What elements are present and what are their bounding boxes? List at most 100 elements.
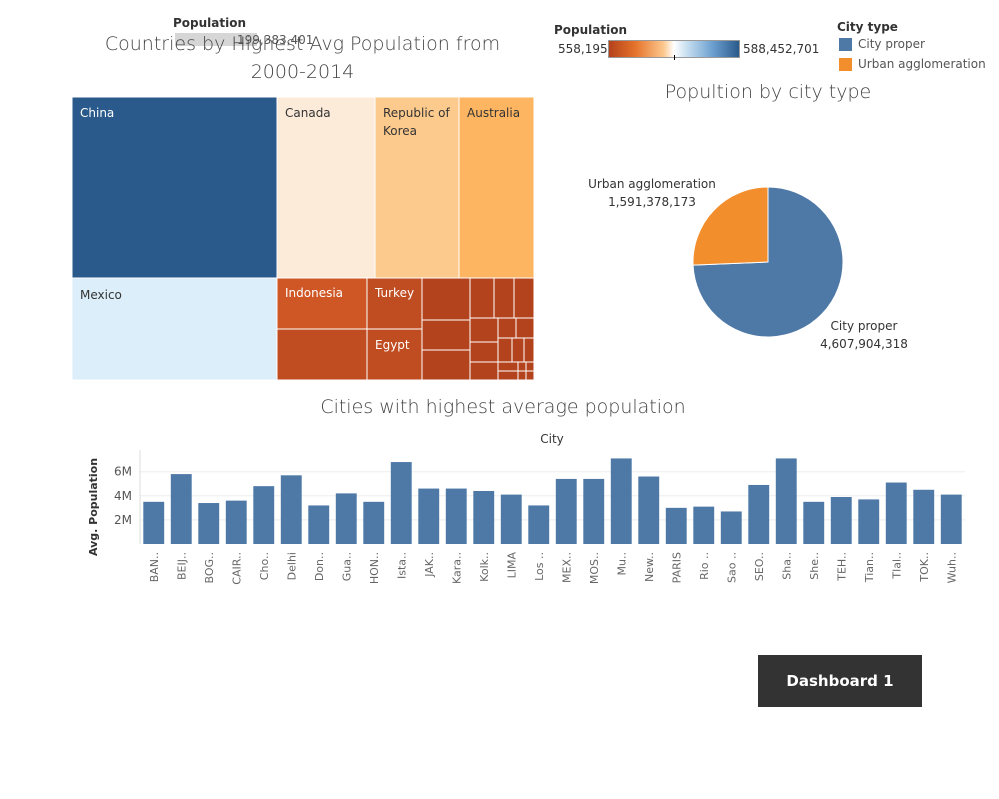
pie-slice-city-proper[interactable]: [692, 186, 844, 338]
bar-title: Cities with highest average population: [320, 396, 686, 418]
legend-label-urban-agglomeration: Urban agglomeration: [858, 57, 986, 71]
treemap-cell-other[interactable]: [421, 277, 471, 321]
treemap-cell-other[interactable]: [497, 337, 513, 363]
treemap-label-australia: Australia: [467, 106, 520, 120]
city-type-legend-title: City type: [837, 20, 898, 34]
treemap-label-republic-of-korea: Republic of: [383, 106, 450, 120]
bar-x-tick-label: Delhi: [285, 552, 298, 580]
legend-item-urban-agglomeration[interactable]: Urban agglomeration: [839, 57, 986, 71]
bar-x-tick-label: Tian..: [863, 552, 876, 583]
treemap: China Canada Republic of Korea Australia Mexi…: [72, 97, 534, 380]
treemap-cell-other[interactable]: [525, 370, 534, 380]
bar-x-tick-label: Kara..: [450, 552, 463, 584]
bar-x-tick-label: SEO..: [753, 552, 766, 581]
bar[interactable]: [418, 488, 440, 544]
legend-item-city-proper[interactable]: City proper: [839, 37, 925, 51]
bar[interactable]: [885, 482, 907, 544]
treemap-cell-other[interactable]: [517, 370, 527, 380]
bar[interactable]: [913, 489, 935, 544]
legend-label-city-proper: City proper: [858, 37, 925, 51]
bar[interactable]: [803, 501, 825, 544]
bar[interactable]: [445, 488, 467, 544]
treemap-cell-egypt[interactable]: [366, 328, 423, 380]
color-legend-marker: [674, 55, 675, 60]
bar[interactable]: [940, 494, 962, 544]
treemap-label-egypt: Egypt: [375, 338, 410, 352]
bar[interactable]: [748, 484, 770, 544]
treemap-cell-other[interactable]: [497, 370, 519, 380]
bar[interactable]: [638, 476, 660, 544]
bar[interactable]: [308, 505, 330, 544]
color-legend-title: Population: [554, 23, 628, 37]
bar[interactable]: [253, 486, 275, 544]
bar[interactable]: [720, 511, 742, 544]
treemap-cell-other[interactable]: [515, 317, 534, 339]
treemap-title: Countries by Highest Avg Population from…: [72, 30, 533, 86]
bar-x-tick-label: BAN..: [148, 552, 161, 582]
bar[interactable]: [225, 500, 247, 544]
treemap-title-line1: Countries by Highest Avg Population from: [104, 33, 501, 55]
treemap-cell-other[interactable]: [517, 361, 527, 372]
bar-x-tick-label: Rio ..: [698, 552, 711, 580]
bar[interactable]: [583, 478, 605, 544]
treemap-cell-other[interactable]: [493, 277, 515, 319]
treemap-cell-other[interactable]: [469, 361, 499, 380]
dashboard-tab-button[interactable]: Dashboard 1: [758, 655, 922, 707]
treemap-cell-indonesia[interactable]: [276, 277, 368, 330]
bar-x-tick-label: MEX..: [560, 552, 573, 583]
treemap-cell-china[interactable]: [72, 97, 278, 279]
pie-label-urban-agglomeration: Urban agglomeration: [588, 177, 716, 191]
bar[interactable]: [555, 478, 577, 544]
bar[interactable]: [473, 490, 495, 544]
treemap-legend-title: Population: [173, 16, 247, 30]
bar-x-tick-label: CAIR..: [230, 552, 243, 585]
bar[interactable]: [830, 497, 852, 544]
bar[interactable]: [280, 475, 302, 544]
bar[interactable]: [500, 494, 522, 544]
bar-x-tick-label: MOS..: [588, 552, 601, 584]
bar-x-tick-label: Kolk..: [478, 552, 491, 582]
treemap-cell-other[interactable]: [421, 319, 471, 351]
bar[interactable]: [665, 507, 687, 544]
bar[interactable]: [610, 458, 632, 544]
bar-x-tick-label: Mu..: [615, 552, 628, 575]
bar-x-tick-label: Tlal..: [890, 552, 903, 580]
treemap-cell-turkey[interactable]: [366, 277, 423, 330]
bar-y-tick-label: 4M: [114, 489, 132, 503]
bar-y-tick-label: 6M: [114, 465, 132, 479]
bar-x-tick-label: Cho..: [258, 552, 271, 580]
treemap-cell-other[interactable]: [469, 277, 495, 319]
pie-title: Popultion by city type: [664, 81, 872, 103]
treemap-cell-other[interactable]: [523, 337, 534, 363]
bar[interactable]: [335, 493, 357, 544]
bar[interactable]: [858, 499, 880, 544]
treemap-cell-other[interactable]: [525, 361, 534, 372]
bar[interactable]: [693, 506, 715, 544]
treemap-cell-canada[interactable]: [276, 97, 376, 279]
treemap-cell-other[interactable]: [497, 317, 517, 339]
bar-x-tick-label: BOG..: [203, 552, 216, 584]
treemap-cell-other[interactable]: [276, 328, 368, 380]
legend-swatch-city-proper: [839, 37, 852, 51]
treemap-cell-other[interactable]: [469, 317, 499, 343]
treemap-cell-other[interactable]: [497, 361, 519, 372]
bar[interactable]: [528, 505, 550, 544]
treemap-cell-australia[interactable]: [458, 97, 534, 279]
treemap-cell-republic-of-korea[interactable]: [374, 97, 460, 279]
bar[interactable]: [170, 474, 192, 544]
treemap-legend-swatch: [175, 33, 257, 46]
treemap-cell-other[interactable]: [421, 349, 471, 380]
bar-x-tick-label: BEIJ..: [175, 552, 188, 580]
bar[interactable]: [143, 501, 165, 544]
treemap-cell-mexico[interactable]: [72, 277, 278, 380]
treemap-cell-other[interactable]: [513, 277, 534, 319]
bar[interactable]: [775, 458, 797, 544]
treemap-cell-other[interactable]: [469, 341, 499, 363]
treemap-cell-other[interactable]: [511, 337, 525, 363]
bar[interactable]: [198, 503, 220, 544]
bar[interactable]: [363, 501, 385, 544]
pie-value-urban-agglomeration: 1,591,378,173: [608, 195, 696, 209]
bar[interactable]: [390, 462, 412, 544]
treemap-legend-value: 199,383,401: [237, 33, 314, 47]
pie-slice-urban-agglomeration[interactable]: [692, 186, 769, 266]
